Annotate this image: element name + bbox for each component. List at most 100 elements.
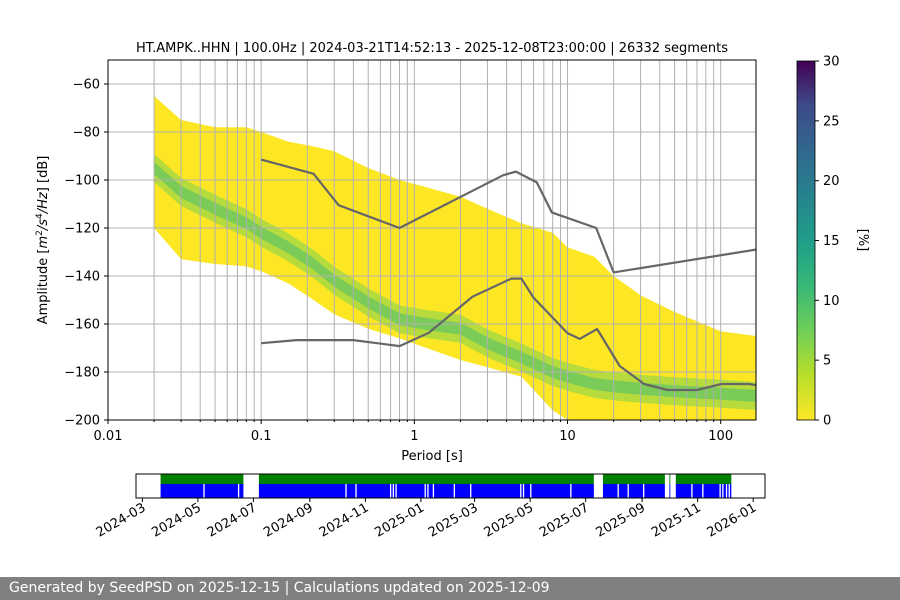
psd-mode-band xyxy=(613,372,641,403)
timeline-tick-label: 2025-05 xyxy=(482,500,537,540)
psd-mode-core xyxy=(334,274,369,309)
colorbar-tick-label: 30 xyxy=(823,55,840,70)
timeline-bars xyxy=(160,474,732,498)
availability-gap xyxy=(593,474,603,498)
availability-short-gap xyxy=(470,484,472,498)
psd-mode-core xyxy=(368,296,400,326)
timeline-tick-label: 2025-03 xyxy=(426,500,481,540)
timeline-ticks: 2024-03 2024-05 2024-07 2024-09 2024-11 2025-… xyxy=(94,498,759,541)
data-availability-timeline: 2024-03 2024-05 2024-07 2024-09 2024-11 2025-… xyxy=(94,473,766,541)
psd-mode-band xyxy=(640,374,675,406)
chart-title: HT.AMPK..HHN | 100.0Hz | 2024-03-21T14:5… xyxy=(136,41,728,56)
ylabel-part: Amplitude [ xyxy=(36,249,51,325)
psd-mode-band xyxy=(594,370,614,401)
x-axis-label: Period [s] xyxy=(401,449,463,464)
ylabel-part: s xyxy=(36,219,51,226)
timeline-tick-label: 2026-01 xyxy=(705,500,760,540)
psd-mode-core xyxy=(613,380,641,395)
psd-mode-core xyxy=(313,258,335,287)
availability-short-gap xyxy=(520,484,522,498)
ylabel-part: 4 xyxy=(35,213,45,219)
availability-short-gap xyxy=(395,484,397,498)
availability-short-gap xyxy=(203,484,205,498)
availability-short-gap xyxy=(432,484,435,498)
psd-mode-core xyxy=(215,202,247,230)
psd-mode-band xyxy=(181,178,216,223)
x-tick-label: 0.01 xyxy=(94,429,123,444)
psd-mode-band xyxy=(426,310,461,343)
psd-mode-band xyxy=(261,218,289,262)
colorbar-tick-label: 10 xyxy=(823,294,840,309)
timeline-tick-label: 2025-01 xyxy=(372,500,427,540)
availability-short-gap xyxy=(392,484,394,498)
colorbar-tick-label: 20 xyxy=(823,174,840,189)
availability-short-gap xyxy=(237,484,240,498)
ylabel-part: / xyxy=(36,224,51,231)
x-ticks: 0.01 0.1 1 10 100 xyxy=(94,420,733,444)
psd-mode-core xyxy=(594,378,614,393)
psd-mode-band xyxy=(399,305,427,338)
timeline-tick-label: 2025-09 xyxy=(594,500,649,540)
timeline-tick-label: 2024-11 xyxy=(317,500,372,540)
psd-mode-band xyxy=(720,379,756,410)
colorbar-ticks: 0 5 10 15 20 25 30 xyxy=(815,55,840,429)
y-axis-label: Amplitude [m2/s4/Hz] [dB] xyxy=(35,156,51,325)
y-tick-label: −60 xyxy=(73,78,100,93)
psd-mode-band xyxy=(487,329,522,372)
psd-mode-band xyxy=(674,377,721,408)
psd-mode-core xyxy=(426,318,461,335)
grid-lines xyxy=(107,60,756,421)
psd-mode-band xyxy=(334,266,369,317)
noise-model-nlnm xyxy=(261,277,756,392)
psd-mode-band xyxy=(521,343,553,386)
y-tick-label: −140 xyxy=(64,270,100,285)
availability-short-gap xyxy=(627,484,629,498)
availability-short-gap xyxy=(702,484,704,498)
y-ticks: −200 −180 −160 −140 −120 −100 −80 −60 xyxy=(64,78,108,429)
colorbar-tick-label: 5 xyxy=(823,354,831,369)
y-tick-label: −160 xyxy=(64,318,100,333)
noise-model-nhnm xyxy=(260,158,756,274)
psd-mode-core xyxy=(460,322,488,350)
footer-text: Generated by SeedPSD on 2025-12-15 | Cal… xyxy=(9,580,550,596)
psd-mode-core xyxy=(487,337,522,364)
y-tick-label: −120 xyxy=(64,222,100,237)
psd-mode-band xyxy=(215,194,247,238)
psd-mode-band xyxy=(313,250,335,295)
availability-short-gap xyxy=(355,484,357,498)
timeline-tick-label: 2024-05 xyxy=(149,500,204,540)
plot-frame xyxy=(107,59,757,421)
psd-mode-band xyxy=(460,314,488,358)
x-tick-label: 1 xyxy=(410,429,418,444)
footer-bar: Generated by SeedPSD on 2025-12-15 | Cal… xyxy=(0,577,900,600)
availability-short-gap xyxy=(530,484,532,498)
availability-short-gap xyxy=(643,484,645,498)
availability-short-gap xyxy=(522,484,525,498)
psd-envelope xyxy=(154,96,756,420)
timeline-tick-label: 2025-11 xyxy=(649,500,704,540)
y-tick-label: −80 xyxy=(73,126,100,141)
psd-plot: 0.01 0.1 1 10 100 −200 −180 −160 −140 −120 −100 −8… xyxy=(35,59,757,464)
availability-short-gap xyxy=(453,484,455,498)
availability-data-bar xyxy=(160,484,732,498)
psd-mode-core xyxy=(181,186,216,215)
availability-gap xyxy=(670,474,676,498)
psd-mode-core xyxy=(399,313,427,330)
ylabel-part: ] [dB] xyxy=(36,156,51,193)
ylabel-part: 2 xyxy=(35,230,45,236)
colorbar-label: [%] xyxy=(855,229,870,252)
colorbar-gradient xyxy=(796,60,816,421)
ylabel-part: Hz xyxy=(36,191,51,209)
availability-gap xyxy=(243,474,259,498)
availability-short-gap xyxy=(725,484,728,498)
x-tick-label: 0.1 xyxy=(251,429,272,444)
availability-short-gap xyxy=(570,484,572,498)
psd-mode-band xyxy=(368,288,400,334)
noise-model-lines xyxy=(260,158,756,392)
x-tick-label: 100 xyxy=(708,429,733,444)
psd-mode-core xyxy=(567,370,595,390)
ylabel-part: / xyxy=(36,207,51,214)
timeline-frame xyxy=(135,473,766,499)
availability-gap xyxy=(664,474,670,498)
availability-short-gap xyxy=(345,484,347,498)
